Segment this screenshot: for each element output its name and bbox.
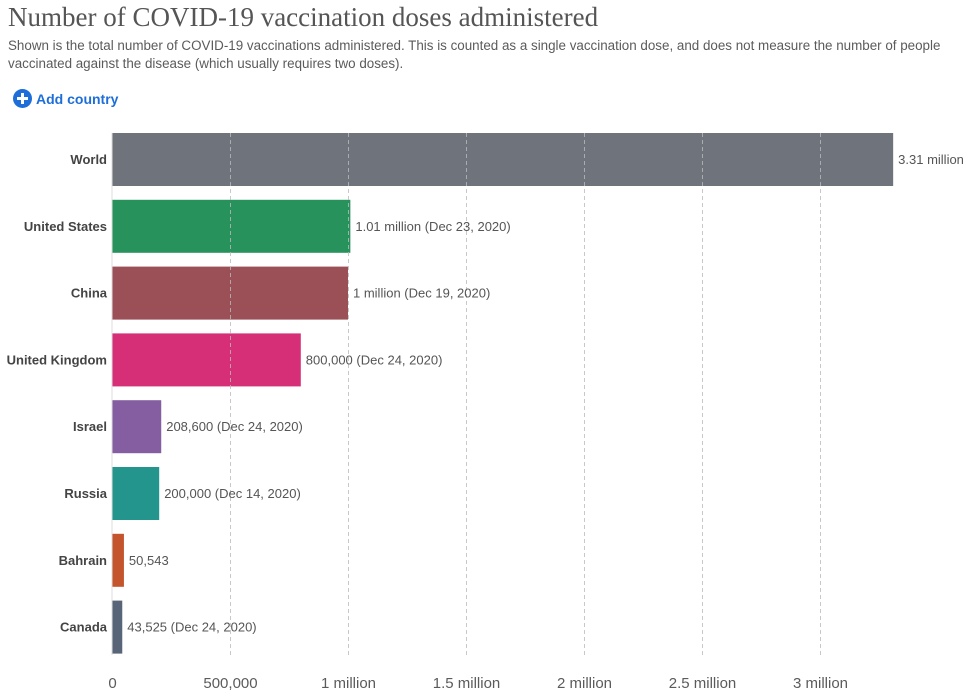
bar-united-kingdom[interactable] [112,333,301,387]
bars-layer [112,133,894,654]
bar-russia[interactable] [112,467,160,520]
chart-title: Number of COVID-19 vaccination doses adm… [8,2,599,32]
x-tick-label: 1 million [321,675,376,692]
value-label: 3.31 million [898,152,964,167]
row-label: Israel [73,419,107,434]
bar-canada[interactable] [112,600,123,654]
value-label: 1.01 million (Dec 23, 2020) [355,219,510,234]
x-tick-label: 2 million [557,675,612,692]
bar-bahrain[interactable] [112,533,124,587]
x-tick-label: 3 million [793,675,848,692]
chart-subtitle: Shown is the total number of COVID-19 va… [8,38,941,71]
row-label: Bahrain [59,553,107,568]
value-label: 208,600 (Dec 24, 2020) [166,419,303,434]
x-tick-label: 2.5 million [669,675,737,692]
row-label: World [70,152,107,167]
value-label: 1 million (Dec 19, 2020) [353,286,490,301]
plus-circle-icon [13,89,32,108]
x-tick-label: 500,000 [203,675,257,692]
value-label: 800,000 (Dec 24, 2020) [306,352,443,367]
add-country-label: Add country [36,90,119,107]
value-label: 43,525 (Dec 24, 2020) [127,620,256,635]
row-label: United States [24,219,107,234]
add-country-button[interactable]: Add country [13,89,118,108]
row-label: Canada [60,620,108,635]
value-label: 200,000 (Dec 14, 2020) [164,486,301,501]
value-label: 50,543 [129,553,169,568]
bar-united-states[interactable] [112,199,351,253]
bar-world[interactable] [112,133,894,186]
grid-layer [111,133,821,655]
row-label: Russia [64,486,107,501]
bar-israel[interactable] [112,400,162,454]
row-label: China [71,286,108,301]
x-tick-label: 1.5 million [433,675,501,692]
labels-layer: World 3.31 million United States 1.01 milli… [7,152,964,635]
x-tick-label: 0 [108,675,116,692]
row-label: United Kingdom [7,352,107,367]
ticks-layer: 0 500,000 1 million 1.5 million 2 million 2.5… [108,675,848,692]
